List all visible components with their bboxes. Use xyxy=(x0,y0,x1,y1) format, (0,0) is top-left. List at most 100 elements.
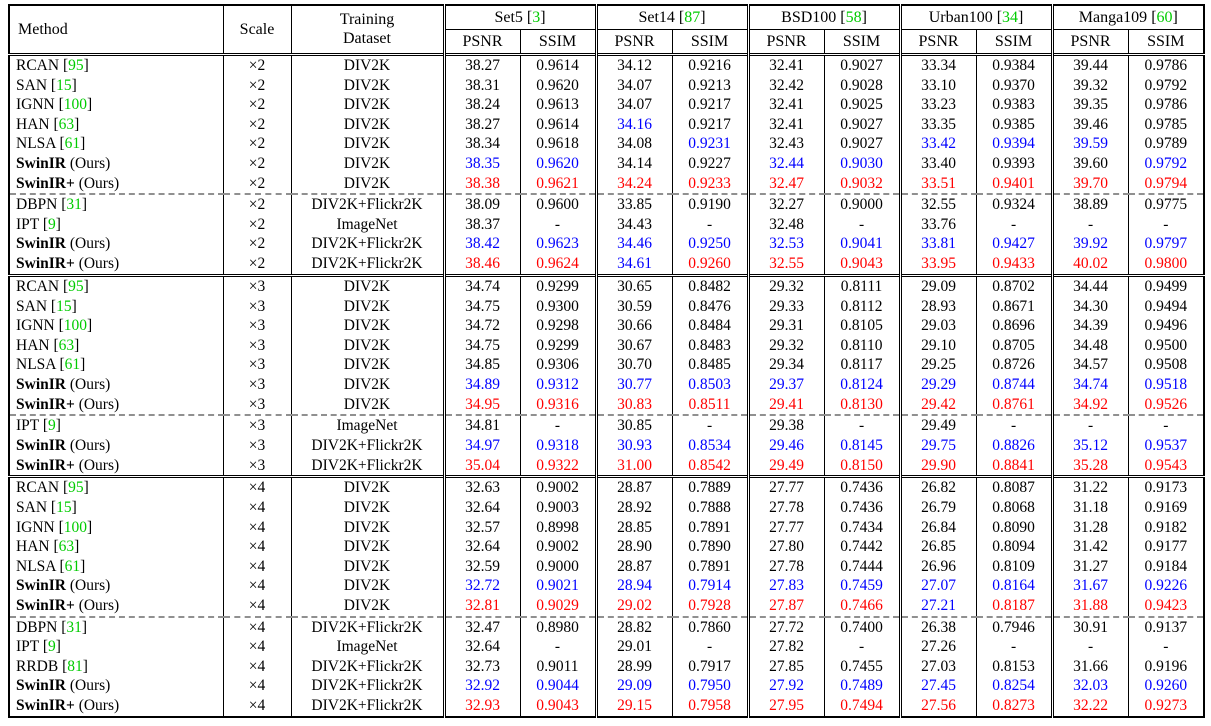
ssim-cell: 0.9196 xyxy=(1127,657,1205,677)
citation-link[interactable]: 15 xyxy=(56,297,72,315)
psnr-cell: 32.81 xyxy=(442,596,520,618)
scale-cell: ×2 xyxy=(222,173,291,196)
citation-link[interactable]: 100 xyxy=(63,518,88,536)
citation-link[interactable]: 58 xyxy=(845,8,862,26)
table-row: IPT [9] ×4 ImageNet 32.64-29.01-27.82-27.26… xyxy=(9,637,1205,658)
col-header-urban100-psnr: PSNR xyxy=(898,29,977,55)
method-cell: NLSA [61] xyxy=(16,135,86,153)
dataset-cell: DIV2K xyxy=(290,556,444,577)
psnr-cell: 32.41 xyxy=(746,95,825,115)
table-row: SwinIR+ (Ours) ×2 DIV2K 38.38 0.9621 34.24 0.9… xyxy=(9,173,1205,196)
ssim-cell: 0.8476 xyxy=(671,296,749,317)
ssim-cell: 0.9786 xyxy=(1127,54,1205,76)
ssim-cell: 0.9003 xyxy=(519,498,597,518)
method-cell: SAN [15] xyxy=(16,76,77,94)
citation-link[interactable]: 15 xyxy=(56,76,72,94)
citation-link[interactable]: 31 xyxy=(66,196,82,214)
citation-link[interactable]: 87 xyxy=(684,8,701,26)
ssim-cell: 0.8254 xyxy=(975,676,1053,697)
psnr-cell: 39.92 xyxy=(1050,234,1129,255)
ssim-cell: 0.9423 xyxy=(1127,596,1205,618)
psnr-cell: 29.37 xyxy=(746,375,825,395)
ssim-cell: 0.8980 xyxy=(519,616,597,638)
table-row: SAN [15] ×4 DIV2K 32.64 0.9003 28.92 0.7888 27.… xyxy=(9,498,1205,518)
citation-link[interactable]: 95 xyxy=(68,56,84,74)
psnr-cell: 34.39 xyxy=(1050,316,1129,336)
ssim-cell: 0.9173 xyxy=(1127,476,1205,499)
psnr-cell: 30.65 xyxy=(594,275,673,297)
ssim-cell: - xyxy=(823,415,901,437)
psnr-cell: 33.10 xyxy=(898,75,977,96)
citation-link[interactable]: 95 xyxy=(68,277,84,295)
psnr-cell: 33.51 xyxy=(898,173,977,196)
citation-link[interactable]: 3 xyxy=(532,8,541,26)
citation-link[interactable]: 60 xyxy=(1156,8,1173,26)
ssim-cell: 0.9298 xyxy=(519,316,597,336)
ssim-cell: 0.9000 xyxy=(823,194,901,216)
psnr-cell: 27.72 xyxy=(746,616,825,638)
ssim-cell: 0.7459 xyxy=(823,576,901,597)
citation-link[interactable]: 9 xyxy=(48,638,56,656)
method-cell: DBPN [31] xyxy=(16,196,88,214)
citation-link[interactable]: 61 xyxy=(64,135,81,153)
ssim-cell: 0.9792 xyxy=(1127,154,1205,174)
ssim-cell: 0.9500 xyxy=(1127,335,1205,356)
ssim-cell: 0.8150 xyxy=(823,455,901,477)
ssim-cell: 0.9217 xyxy=(671,114,749,135)
scale-cell: ×3 xyxy=(222,355,291,376)
ssim-cell: 0.7917 xyxy=(671,657,749,677)
ours-suffix: (Ours) xyxy=(65,577,111,595)
citation-link[interactable]: 81 xyxy=(67,657,83,675)
citation-link[interactable]: 61 xyxy=(64,557,81,575)
table-row: SwinIR (Ours) ×4 DIV2K 32.72 0.9021 28.94 0.79… xyxy=(9,576,1205,597)
ours-suffix: (Ours) xyxy=(65,677,111,695)
dataset-cell: DIV2K+Flickr2K xyxy=(290,455,444,477)
citation-link[interactable]: 63 xyxy=(58,115,75,133)
citation-link[interactable]: 100 xyxy=(63,317,88,335)
psnr-cell: 34.24 xyxy=(594,173,673,196)
ssim-cell: 0.9011 xyxy=(519,657,597,677)
citation-link[interactable]: 15 xyxy=(56,498,72,516)
method-name: RCAN xyxy=(16,277,60,295)
citation-link[interactable]: 34 xyxy=(1002,8,1019,26)
citation-link[interactable]: 31 xyxy=(66,618,82,636)
psnr-cell: 34.74 xyxy=(1050,375,1129,395)
ssim-cell: 0.8534 xyxy=(671,436,749,456)
method-cell: SwinIR (Ours) xyxy=(9,154,223,174)
ssim-cell: 0.9027 xyxy=(823,114,901,135)
psnr-cell: 30.77 xyxy=(594,375,673,395)
citation-link[interactable]: 63 xyxy=(58,336,75,354)
scale-cell: ×3 xyxy=(222,394,291,417)
table-row: SwinIR+ (Ours) ×3 DIV2K+Flickr2K 35.04 0.932… xyxy=(9,455,1205,477)
psnr-cell: 34.43 xyxy=(594,215,673,235)
psnr-cell: 32.47 xyxy=(746,173,825,196)
scale-block: RCAN [95] ×4 DIV2K 32.63 0.9002 28.87 0.7889 27… xyxy=(9,476,1205,717)
ours-suffix: (Ours) xyxy=(74,596,120,614)
method-cell: SwinIR+ (Ours) xyxy=(9,173,223,196)
citation-link[interactable]: 100 xyxy=(63,96,88,114)
psnr-cell: 27.45 xyxy=(898,676,977,697)
psnr-cell: 34.75 xyxy=(442,296,520,317)
scale-cell: ×2 xyxy=(222,54,291,76)
citation-link[interactable]: 61 xyxy=(64,356,81,374)
citation-link[interactable]: 63 xyxy=(58,538,75,556)
method-name: IGNN xyxy=(16,518,55,536)
psnr-cell: 27.77 xyxy=(746,517,825,538)
citation-link[interactable]: 9 xyxy=(48,215,56,233)
dataset-cell: DIV2K xyxy=(290,134,444,155)
ssim-cell: 0.8702 xyxy=(975,275,1053,297)
dataset-cell: DIV2K+Flickr2K xyxy=(290,676,444,697)
ssim-cell: 0.8696 xyxy=(975,316,1053,336)
psnr-cell: 34.81 xyxy=(442,415,520,437)
ssim-cell: - xyxy=(1127,215,1205,235)
psnr-cell: 32.64 xyxy=(442,537,520,557)
ssim-cell: - xyxy=(1127,637,1205,658)
ssim-cell: - xyxy=(975,415,1053,437)
citation-link[interactable]: 9 xyxy=(48,417,56,435)
scale-cell: ×2 xyxy=(222,75,291,96)
ssim-cell: 0.9316 xyxy=(519,394,597,417)
col-header-set5-psnr: PSNR xyxy=(442,29,520,55)
psnr-cell: 28.92 xyxy=(594,498,673,518)
citation-link[interactable]: 95 xyxy=(68,479,84,497)
psnr-cell: 34.14 xyxy=(594,154,673,174)
